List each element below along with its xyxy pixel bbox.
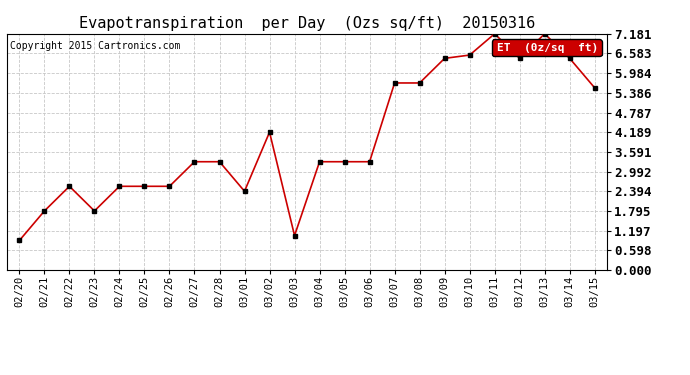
Title: Evapotranspiration  per Day  (Ozs sq/ft)  20150316: Evapotranspiration per Day (Ozs sq/ft) 2… — [79, 16, 535, 31]
Text: Copyright 2015 Cartronics.com: Copyright 2015 Cartronics.com — [10, 41, 180, 51]
Legend: ET  (0z/sq  ft): ET (0z/sq ft) — [491, 39, 602, 56]
